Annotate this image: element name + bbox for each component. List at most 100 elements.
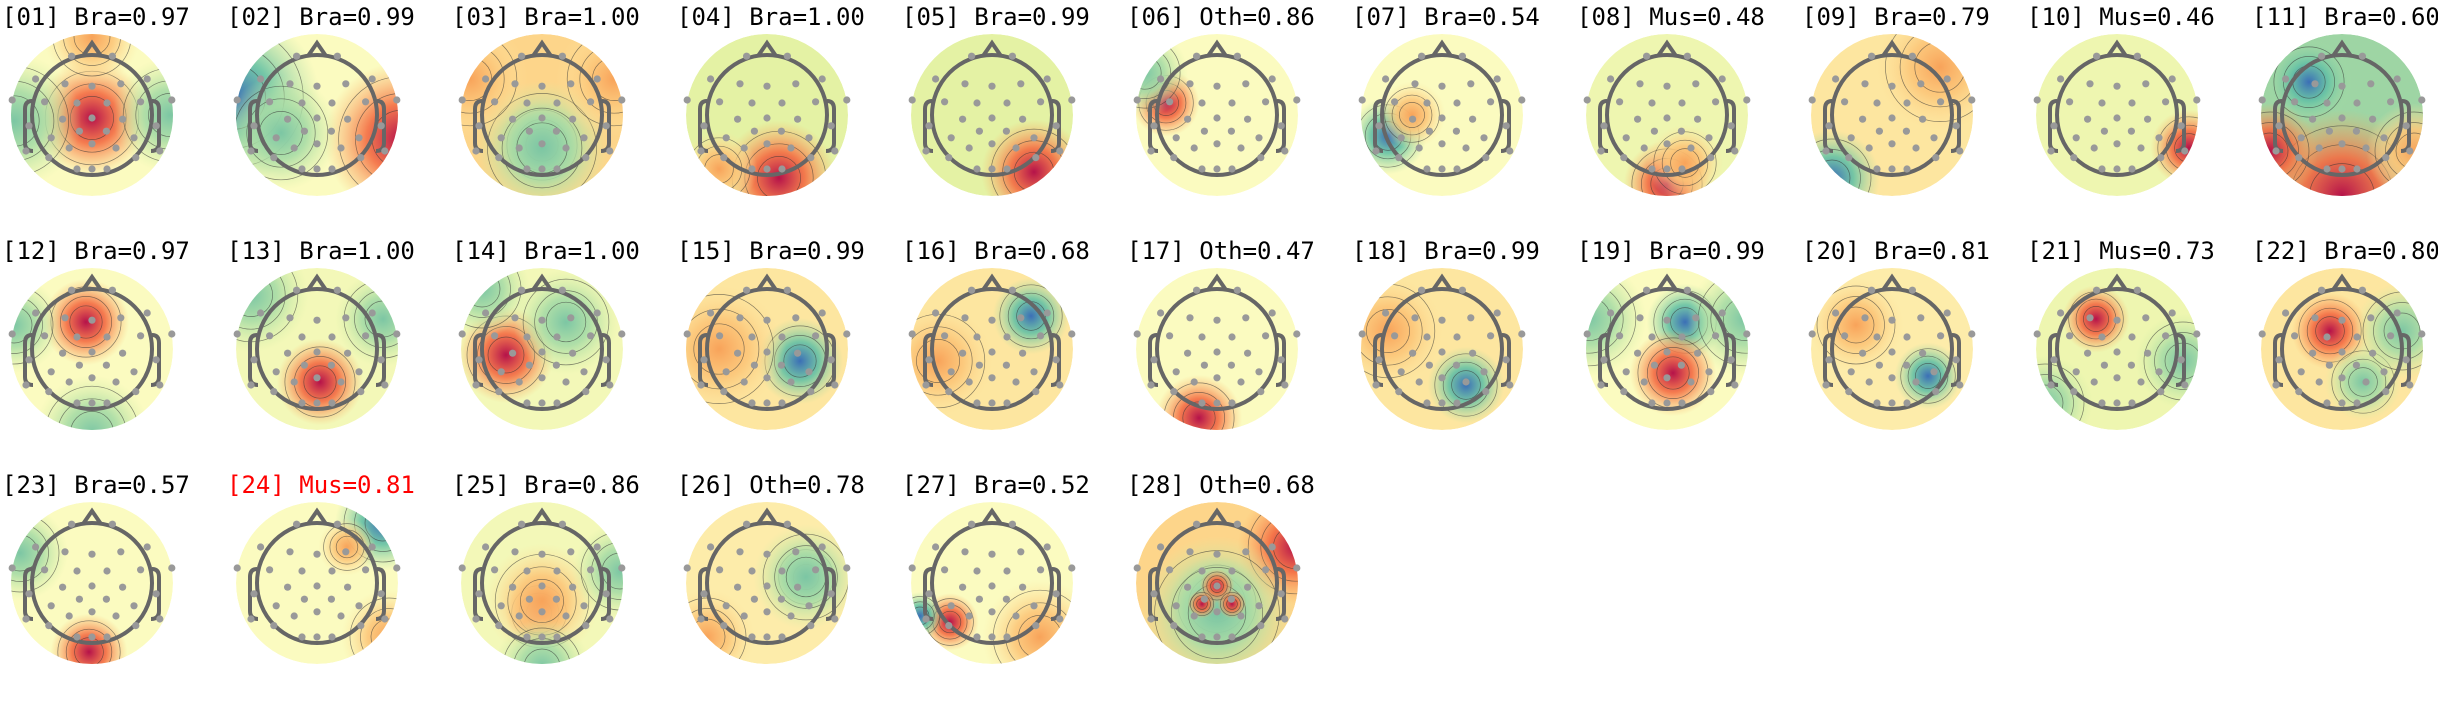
sensor-dot	[2050, 356, 2057, 363]
sensor-dot	[88, 633, 95, 640]
sensor-dot	[1228, 633, 1235, 640]
sensor-dot	[1044, 543, 1051, 550]
sensor-dot	[787, 144, 794, 151]
sensor-dot	[1053, 356, 1060, 363]
sensor-dot	[76, 362, 83, 369]
sensor-dot	[909, 564, 916, 571]
component-title: [13] Bra=1.00	[227, 238, 415, 264]
topomap-panel: [08] Mus=0.48	[1575, 0, 1800, 234]
sensor-dot	[1173, 368, 1180, 375]
sensor-dot	[973, 333, 980, 340]
sensor-dot	[301, 128, 308, 135]
sensor-dot	[112, 612, 119, 619]
sensor-dot	[941, 566, 948, 573]
sensor-dot	[1873, 165, 1880, 172]
sensor-dot	[273, 134, 280, 141]
sensor-dot	[313, 317, 320, 324]
sensor-dot	[1411, 314, 1418, 321]
sensor-dot	[723, 368, 730, 375]
topomap-panel: [03] Bra=1.00	[450, 0, 675, 234]
sensor-dot	[1012, 378, 1019, 385]
sensor-dot	[1037, 98, 1044, 105]
sensor-dot	[1868, 53, 1875, 60]
sensor-dot	[1416, 144, 1423, 151]
sensor-dot	[1903, 128, 1910, 135]
sensor-dot	[144, 309, 151, 316]
sensor-dot	[697, 147, 704, 154]
sensor-dot	[88, 165, 95, 172]
sensor-dot	[618, 564, 625, 571]
sensor-dot	[526, 128, 533, 135]
sensor-dot	[73, 165, 80, 172]
sensor-dot	[1678, 165, 1685, 172]
sensor-dot	[1917, 314, 1924, 321]
sensor-dot	[328, 333, 335, 340]
sensor-dot	[1255, 134, 1262, 141]
sensor-dot	[792, 314, 799, 321]
sensor-dot	[618, 330, 625, 337]
sensor-dot	[559, 53, 566, 60]
sensor-dot	[1198, 399, 1205, 406]
sensor-dot	[247, 615, 254, 622]
sensor-dot	[1234, 53, 1241, 60]
sensor-dot	[1600, 122, 1607, 129]
sensor-dot	[459, 96, 466, 103]
sensor-dot	[1694, 116, 1701, 123]
sensor-dot	[2403, 122, 2410, 129]
sensor-dot	[1487, 98, 1494, 105]
sensor-dot	[1191, 378, 1198, 385]
sensor-dot	[1237, 612, 1244, 619]
sensor-dot	[700, 590, 707, 597]
sensor-dot	[973, 567, 980, 574]
sensor-dot	[787, 612, 794, 619]
sensor-dot	[1423, 99, 1430, 106]
sensor-dot	[526, 596, 533, 603]
sensor-dot	[948, 134, 955, 141]
sensor-dot	[355, 368, 362, 375]
sensor-dot	[778, 165, 785, 172]
sensor-dot	[2073, 368, 2080, 375]
sensor-dot	[1636, 80, 1643, 87]
sensor-dot	[137, 332, 144, 339]
sensor-dot	[1903, 165, 1910, 172]
sensor-dot	[2338, 348, 2345, 355]
sensor-dot	[22, 147, 29, 154]
sensor-dot	[286, 548, 293, 555]
sensor-dot	[1032, 388, 1039, 395]
topomap	[1575, 0, 1800, 234]
sensor-dot	[1953, 122, 1960, 129]
sensor-dot	[334, 53, 341, 60]
sensor-dot	[344, 116, 351, 123]
sensor-dot	[1213, 140, 1220, 147]
topomap-panel: [17] Oth=0.47	[1125, 234, 1350, 468]
sensor-dot	[2353, 128, 2360, 135]
sensor-dot	[2178, 356, 2185, 363]
sensor-dot	[1242, 314, 1249, 321]
topomap	[1350, 234, 1575, 468]
sensor-dot	[1056, 381, 1063, 388]
sensor-dot	[606, 615, 613, 622]
sensor-dot	[973, 399, 980, 406]
sensor-dot	[2084, 350, 2091, 357]
sensor-dot	[594, 75, 601, 82]
sensor-dot	[684, 330, 691, 337]
sensor-dot	[1494, 75, 1501, 82]
sensor-dot	[41, 98, 48, 105]
sensor-dot	[1687, 144, 1694, 151]
sensor-dot	[2295, 154, 2302, 161]
topomap-panel: [13] Bra=1.00	[225, 234, 450, 468]
sensor-dot	[1228, 333, 1235, 340]
sensor-dot	[355, 134, 362, 141]
sensor-dot	[700, 356, 707, 363]
sensor-dot	[523, 99, 530, 106]
sensor-dot	[922, 381, 929, 388]
sensor-dot	[68, 521, 75, 528]
sensor-dot	[606, 147, 613, 154]
sensor-dot	[2275, 356, 2282, 363]
topomap-panel: [07] Bra=0.54	[1350, 0, 1575, 234]
sensor-dot	[538, 374, 545, 381]
sensor-dot	[393, 564, 400, 571]
sensor-dot	[144, 543, 151, 550]
sensor-dot	[2326, 128, 2333, 135]
sensor-dot	[807, 388, 814, 395]
